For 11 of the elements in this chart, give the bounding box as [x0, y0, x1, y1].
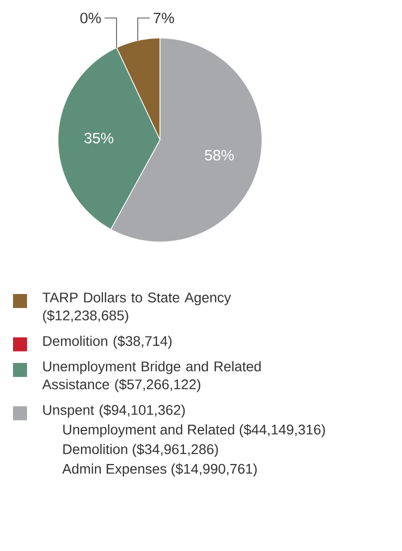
text: Demolition ($34,961,286) — [63, 444, 218, 457]
text: 0% — [80, 12, 101, 24]
legend-label: Unemployment Bridge and Related Assistance ($57,266,122) — [42, 361, 261, 392]
legend-label: TARP Dollars to State Agency ($12,238,685) — [42, 292, 232, 324]
text: Admin Expenses ($14,990,761) — [62, 463, 257, 477]
data-label: 7% — [154, 12, 174, 24]
data-label: 58% — [204, 150, 234, 161]
data-label: 35% — [84, 132, 114, 144]
legend-label: Unspent ($94,101,362) — [43, 404, 185, 418]
legend-label: Demolition ($38,714) — [43, 336, 172, 349]
text: Unemployment and Related ($44,149,316) — [63, 424, 325, 438]
